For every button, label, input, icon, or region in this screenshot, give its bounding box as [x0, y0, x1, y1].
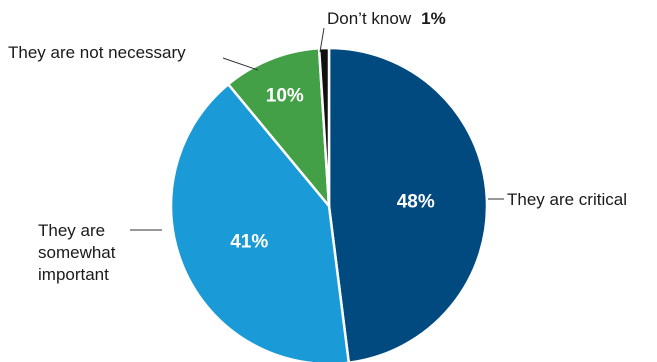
leader-line-dont-know	[319, 27, 325, 53]
slice-label-critical: They are critical	[507, 190, 627, 209]
slice-value-not-necessary: 10%	[266, 85, 304, 106]
slice-label-dont-know-group: Don’t know 1%	[327, 9, 446, 28]
slice-label-not-necessary: They are not necessary	[8, 43, 186, 62]
pie-slice-somewhat-important	[169, 82, 350, 362]
pie-slice-critical	[327, 46, 489, 362]
slice-label-somewhat-important-line2: somewhat	[38, 243, 116, 262]
pie-slice-dont-know	[317, 46, 331, 207]
slice-value-labels: 48% 41% 10%	[230, 85, 435, 252]
slice-label-somewhat-important-line3: important	[38, 265, 109, 284]
pie-slice-not-necessary	[226, 46, 331, 210]
slice-value-critical: 48%	[397, 192, 435, 213]
slice-callouts: They are critical They are somewhat impo…	[8, 9, 627, 284]
slice-value-somewhat-important: 41%	[230, 232, 268, 253]
pie-slices	[169, 46, 489, 362]
leader-line-not-necessary	[222, 57, 259, 71]
slice-label-dont-know: Don’t know	[327, 9, 412, 28]
slice-label-somewhat-important-line1: They are	[38, 221, 105, 240]
slice-value-dont-know: 1%	[421, 9, 446, 28]
